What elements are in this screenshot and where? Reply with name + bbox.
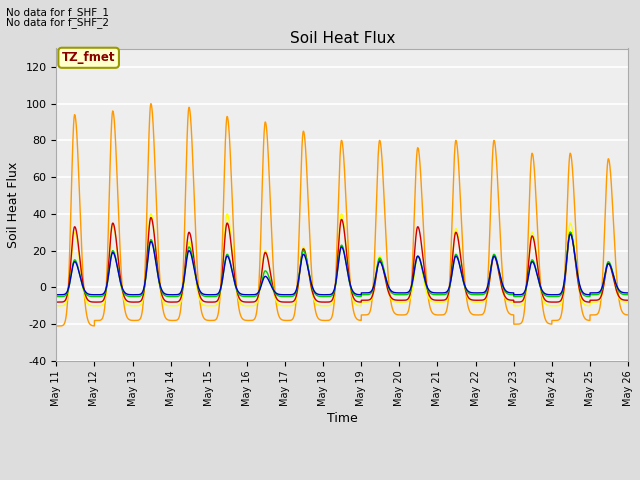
SHF2	[624, 312, 632, 318]
SHF2	[147, 101, 155, 107]
SHF3	[321, 303, 329, 309]
SHF5	[470, 290, 478, 296]
Line: SHF2: SHF2	[56, 104, 628, 326]
SHF2	[321, 318, 329, 324]
SHF2	[470, 312, 478, 318]
Line: SHF3: SHF3	[56, 214, 628, 306]
SHF3	[503, 298, 511, 303]
SHF3	[243, 303, 251, 309]
SHF1	[156, 278, 163, 284]
SHF1	[471, 297, 479, 303]
SHF4	[566, 229, 574, 235]
SHF4	[439, 292, 447, 298]
SHF4	[470, 292, 478, 298]
Line: SHF1: SHF1	[56, 217, 628, 302]
SHF4	[243, 294, 251, 300]
SHF3	[624, 299, 632, 305]
SHF1	[624, 297, 632, 303]
SHF4	[503, 290, 511, 296]
X-axis label: Time: Time	[327, 412, 358, 425]
SHF1	[147, 215, 155, 220]
Text: TZ_fmet: TZ_fmet	[62, 51, 115, 64]
Line: SHF5: SHF5	[56, 234, 628, 295]
SHF5	[503, 289, 511, 295]
SHF2	[623, 312, 631, 318]
SHF3	[156, 280, 163, 286]
SHF5	[156, 278, 163, 284]
SHF1	[503, 296, 511, 302]
SHF4	[52, 294, 60, 300]
SHF5	[321, 292, 329, 298]
SHF1	[321, 299, 329, 305]
Text: No data for f_SHF_1: No data for f_SHF_1	[6, 7, 109, 18]
SHF1	[624, 298, 632, 303]
SHF5	[52, 292, 60, 298]
SHF2	[52, 323, 60, 329]
SHF5	[624, 290, 632, 296]
SHF5	[243, 292, 251, 298]
SHF3	[439, 299, 447, 305]
SHF4	[156, 279, 163, 285]
SHF2	[503, 306, 511, 312]
Y-axis label: Soil Heat Flux: Soil Heat Flux	[7, 162, 20, 248]
SHF1	[52, 299, 60, 305]
SHF3	[52, 303, 60, 309]
SHF4	[624, 292, 632, 298]
SHF3	[624, 299, 632, 305]
SHF1	[439, 297, 447, 303]
SHF1	[243, 299, 251, 305]
Text: No data for f_SHF_2: No data for f_SHF_2	[6, 17, 109, 28]
SHF5	[566, 231, 574, 237]
SHF2	[439, 312, 447, 318]
SHF2	[156, 264, 163, 270]
SHF5	[439, 290, 447, 296]
SHF5	[624, 290, 632, 296]
SHF3	[147, 211, 155, 217]
SHF3	[471, 299, 479, 305]
SHF4	[624, 292, 632, 298]
Title: Soil Heat Flux: Soil Heat Flux	[289, 31, 395, 46]
Line: SHF4: SHF4	[56, 232, 628, 297]
SHF4	[321, 294, 329, 300]
